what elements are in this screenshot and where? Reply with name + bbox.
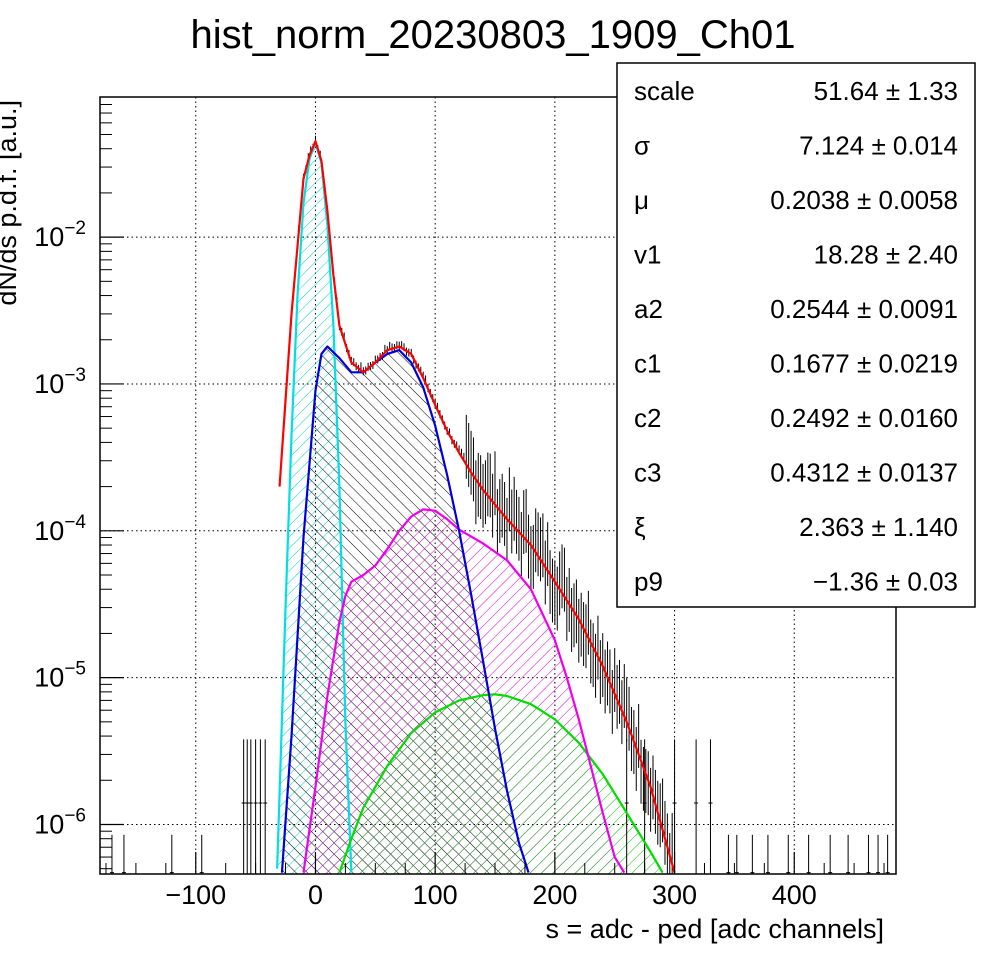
stat-value: 0.4312 ± 0.0137: [770, 458, 958, 488]
stat-name: μ: [634, 185, 649, 215]
stat-name: p9: [634, 567, 663, 597]
y-tick-label: 10−5: [34, 659, 86, 693]
stat-value: 0.2038 ± 0.0058: [770, 185, 958, 215]
x-tick-label: 0: [308, 880, 323, 910]
stats-box-frame: [616, 62, 976, 608]
x-tick-label: 200: [532, 880, 577, 910]
stat-value: 51.64 ± 1.33: [814, 76, 958, 106]
x-tick-label: 100: [413, 880, 458, 910]
two-pe-curve: [302, 508, 626, 874]
three-pe-curve: [338, 693, 664, 874]
x-tick-labels: −100 0 100 200 300 400: [165, 880, 816, 910]
stat-name: v1: [634, 240, 661, 270]
y-tick-label: 10−3: [34, 365, 86, 399]
y-tick-label: 10−4: [34, 512, 86, 546]
total-fit-curve: [278, 140, 676, 873]
fit-curves: [276, 140, 676, 874]
chart-title: hist_norm_20230803_1909_Ch01: [191, 13, 796, 57]
stat-name: c3: [634, 458, 661, 488]
y-tick-label: 10−2: [34, 218, 86, 252]
stat-value: 18.28 ± 2.40: [814, 240, 958, 270]
stat-name: ξ: [634, 512, 646, 542]
stat-name: c2: [634, 403, 661, 433]
y-tick-labels: 10−6 10−5 10−4 10−3 10−2: [34, 218, 86, 839]
stat-value: 0.2492 ± 0.0160: [770, 403, 958, 433]
stat-value: 0.1677 ± 0.0219: [770, 349, 958, 379]
stat-value: −1.36 ± 0.03: [813, 567, 958, 597]
x-tick-label: 400: [772, 880, 817, 910]
x-axis-label: s = adc - ped [adc channels]: [546, 914, 884, 944]
stat-value: 0.2544 ± 0.0091: [770, 294, 958, 324]
fit-stats-box: scale 51.64 ± 1.33 σ 7.124 ± 0.014 μ 0.2038 ±…: [616, 62, 976, 608]
stat-name: σ: [634, 131, 650, 161]
axis-ticks: [100, 96, 885, 874]
x-tick-label: −100: [165, 880, 226, 910]
one-pe-curve: [280, 345, 530, 873]
data-points: [109, 135, 890, 874]
stat-name: c1: [634, 349, 661, 379]
stat-value: 7.124 ± 0.014: [799, 131, 958, 161]
y-tick-label: 10−6: [34, 805, 86, 839]
stat-name: scale: [634, 76, 695, 106]
y-axis-label: dN/ds p.d.f. [a.u.]: [0, 100, 22, 306]
stat-value: 2.363 ± 1.140: [799, 512, 958, 542]
x-tick-label: 300: [652, 880, 697, 910]
component-area: [339, 694, 663, 874]
stat-name: a2: [634, 294, 663, 324]
